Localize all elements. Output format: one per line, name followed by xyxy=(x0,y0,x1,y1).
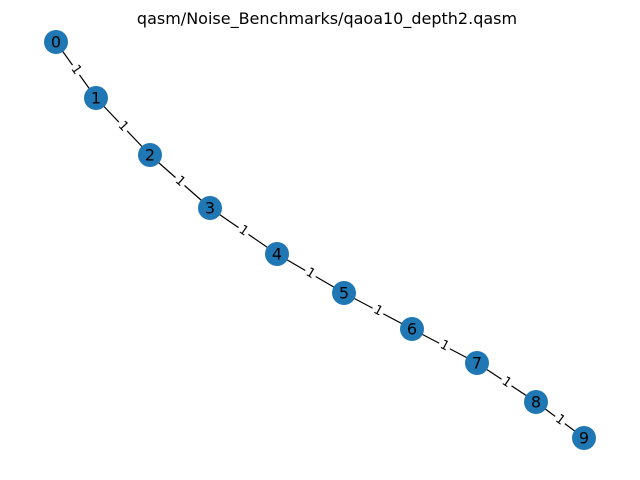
edge-label-bg xyxy=(301,263,320,284)
node-label: 4 xyxy=(272,245,282,264)
node-circle xyxy=(524,390,548,414)
node-1: 1 xyxy=(84,86,108,110)
edge-label-bg xyxy=(497,372,516,393)
node-8: 8 xyxy=(524,390,548,414)
node-circle xyxy=(400,317,424,341)
edge-label-bg xyxy=(113,116,133,137)
node-0: 0 xyxy=(44,30,68,54)
edge-label-bg xyxy=(66,60,86,80)
edge-label-5-6: 1 xyxy=(368,301,388,321)
graph-title: qasm/Noise_Benchmarks/qaoa10_depth2.qasm xyxy=(137,9,517,29)
edge-label-8-9: 1 xyxy=(550,410,570,430)
node-circle xyxy=(572,426,596,450)
edge-label-4-5: 1 xyxy=(301,263,320,284)
edge-label-bg xyxy=(170,171,190,192)
node-6: 6 xyxy=(400,317,424,341)
node-label: 0 xyxy=(51,33,61,52)
node-2: 2 xyxy=(138,143,162,167)
node-3: 3 xyxy=(198,196,222,220)
edge-label-7-8: 1 xyxy=(497,372,516,393)
node-circle xyxy=(265,242,289,266)
node-circle xyxy=(332,281,356,305)
edge-label-3-4: 1 xyxy=(234,221,253,241)
edge-label-6-7: 1 xyxy=(435,336,454,356)
node-label: 1 xyxy=(91,89,101,108)
node-label: 7 xyxy=(472,354,482,373)
edge-label-bg xyxy=(234,221,253,241)
node-label: 5 xyxy=(339,284,349,303)
node-label: 9 xyxy=(579,429,589,448)
node-circle xyxy=(465,351,489,375)
edge-label-bg xyxy=(368,301,388,321)
node-9: 9 xyxy=(572,426,596,450)
node-7: 7 xyxy=(465,351,489,375)
node-circle xyxy=(198,196,222,220)
node-circle xyxy=(44,30,68,54)
node-4: 4 xyxy=(265,242,289,266)
node-5: 5 xyxy=(332,281,356,305)
node-label: 2 xyxy=(145,146,155,165)
edge-label-0-1: 1 xyxy=(66,60,86,80)
node-label: 8 xyxy=(531,393,541,412)
node-circle xyxy=(138,143,162,167)
edge-label-2-3: 1 xyxy=(170,171,190,192)
edge-label-bg xyxy=(435,336,454,356)
node-label: 6 xyxy=(407,320,417,339)
edge-label-bg xyxy=(550,410,570,430)
edge-label-1-2: 1 xyxy=(113,116,133,137)
node-circle xyxy=(84,86,108,110)
node-label: 3 xyxy=(205,199,215,218)
